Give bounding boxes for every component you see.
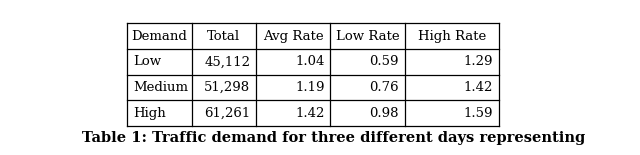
Text: 1.29: 1.29 <box>463 55 493 68</box>
Text: 0.98: 0.98 <box>369 107 399 120</box>
Text: 0.59: 0.59 <box>369 55 399 68</box>
Text: 45,112: 45,112 <box>204 55 250 68</box>
Text: 0.76: 0.76 <box>369 81 399 94</box>
Text: 1.42: 1.42 <box>295 107 324 120</box>
Text: High Rate: High Rate <box>418 30 486 43</box>
Text: Medium: Medium <box>133 81 188 94</box>
Text: Demand: Demand <box>131 30 188 43</box>
Text: 61,261: 61,261 <box>204 107 250 120</box>
Text: Low: Low <box>133 55 161 68</box>
Text: 1.04: 1.04 <box>295 55 324 68</box>
Text: 1.42: 1.42 <box>464 81 493 94</box>
Text: 51,298: 51,298 <box>204 81 250 94</box>
Text: Low Rate: Low Rate <box>336 30 399 43</box>
Text: High: High <box>133 107 166 120</box>
Text: Avg Rate: Avg Rate <box>263 30 324 43</box>
Text: Table 1: Traffic demand for three different days representing: Table 1: Traffic demand for three differ… <box>83 131 586 145</box>
Text: Total: Total <box>207 30 241 43</box>
Text: 1.59: 1.59 <box>463 107 493 120</box>
Text: 1.19: 1.19 <box>295 81 324 94</box>
